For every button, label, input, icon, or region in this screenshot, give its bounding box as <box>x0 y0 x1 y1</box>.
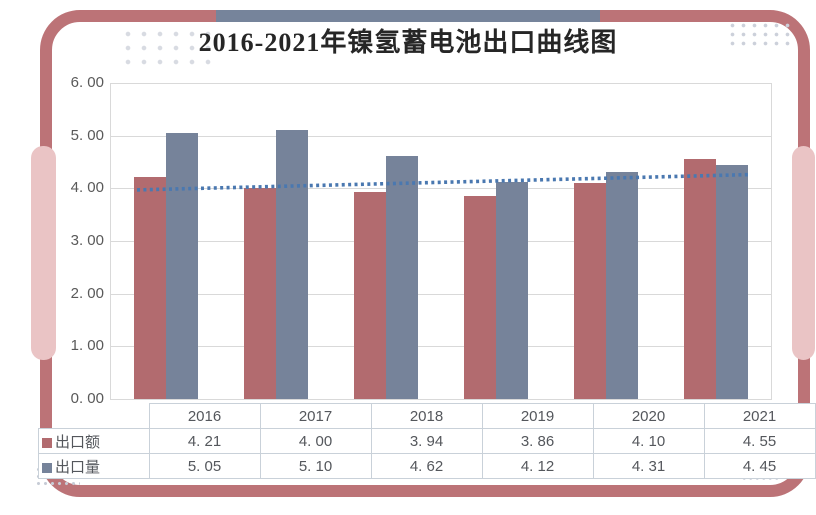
y-tick-label: 1. 00 <box>70 337 104 354</box>
bar-group-2019 <box>441 83 551 399</box>
bar-export-value-2019 <box>464 195 496 399</box>
y-tick-label: 0. 00 <box>70 390 104 407</box>
bar-group-2020 <box>551 83 661 399</box>
gridline <box>111 135 771 137</box>
y-tick-label: 6. 00 <box>70 74 104 91</box>
y-tick-label: 3. 00 <box>70 232 104 249</box>
export-volume-marker-icon <box>42 462 52 473</box>
cell-export-value: 4. 10 <box>592 428 705 454</box>
y-tick-label: 2. 00 <box>70 285 104 302</box>
cell-export-volume: 4. 31 <box>592 453 705 479</box>
cell-export-volume: 4. 12 <box>481 453 594 479</box>
cell-export-value: 3. 94 <box>370 428 483 454</box>
gridline <box>111 293 771 295</box>
cell-export-volume: 4. 62 <box>370 453 483 479</box>
cell-export-value: 3. 86 <box>481 428 594 454</box>
gridline <box>111 241 771 242</box>
cell-export-value: 4. 55 <box>703 428 816 454</box>
cell-export-value: 4. 00 <box>259 428 372 454</box>
dot-grid-top-left <box>120 27 217 70</box>
gridline <box>111 83 771 84</box>
gridline <box>111 346 771 348</box>
bar-export-value-2016 <box>134 177 166 399</box>
legend-label: 出口量 <box>55 458 101 476</box>
bar-export-volume-2019 <box>496 182 528 399</box>
bar-export-volume-2018 <box>386 155 418 399</box>
bar-export-value-2021 <box>684 159 716 399</box>
bar-export-volume-2020 <box>606 172 638 399</box>
cell-export-volume: 4. 45 <box>703 453 816 479</box>
bar-export-value-2017 <box>244 188 276 399</box>
bar-export-volume-2017 <box>276 130 308 399</box>
cell-export-value: 4. 21 <box>148 428 261 454</box>
trendline <box>136 172 749 192</box>
chart-title: 2016-2021年镍氢蓄电池出口曲线图 <box>198 28 618 57</box>
right-accent-bar <box>792 146 815 360</box>
y-tick-label: 4. 00 <box>70 179 104 196</box>
table-corner-blank <box>39 404 150 429</box>
top-accent-bar <box>216 10 600 22</box>
y-tick-label: 5. 00 <box>70 127 104 144</box>
year-header: 2016 <box>148 403 261 429</box>
year-header: 2017 <box>259 403 372 429</box>
legend-export-value: 出口额 <box>38 428 150 454</box>
year-header: 2021 <box>703 403 816 429</box>
bar-groups <box>111 83 771 399</box>
bar-group-2016 <box>111 83 221 399</box>
bar-export-volume-2016 <box>166 133 198 399</box>
bar-group-2021 <box>661 83 771 399</box>
left-accent-bar <box>31 146 56 360</box>
cell-export-volume: 5. 10 <box>259 453 372 479</box>
table-header-row: 2016 2017 2018 2019 2020 2021 <box>39 403 816 429</box>
bar-export-value-2020 <box>574 183 606 399</box>
year-header: 2020 <box>592 403 705 429</box>
bar-group-2017 <box>221 83 331 399</box>
table-row-export-value: 出口额 4. 21 4. 00 3. 94 3. 86 4. 10 4. 55 <box>38 428 816 454</box>
trendline-svg <box>136 172 749 192</box>
export-value-marker-icon <box>42 437 52 448</box>
plot-area <box>110 83 772 400</box>
gridline <box>111 188 771 190</box>
bar-group-2018 <box>331 83 441 399</box>
data-table: 2016 2017 2018 2019 2020 2021 出口额 4. 21 … <box>38 403 816 479</box>
bar-export-value-2018 <box>354 191 386 399</box>
bar-export-volume-2021 <box>716 164 748 399</box>
legend-export-volume: 出口量 <box>38 453 150 479</box>
legend-label: 出口额 <box>55 433 101 451</box>
year-header: 2019 <box>481 403 594 429</box>
cell-export-volume: 5. 05 <box>148 453 261 479</box>
year-header: 2018 <box>370 403 483 429</box>
dot-grid-top-right <box>727 21 794 49</box>
table-row-export-volume: 出口量 5. 05 5. 10 4. 62 4. 12 4. 31 4. 45 <box>38 453 816 479</box>
